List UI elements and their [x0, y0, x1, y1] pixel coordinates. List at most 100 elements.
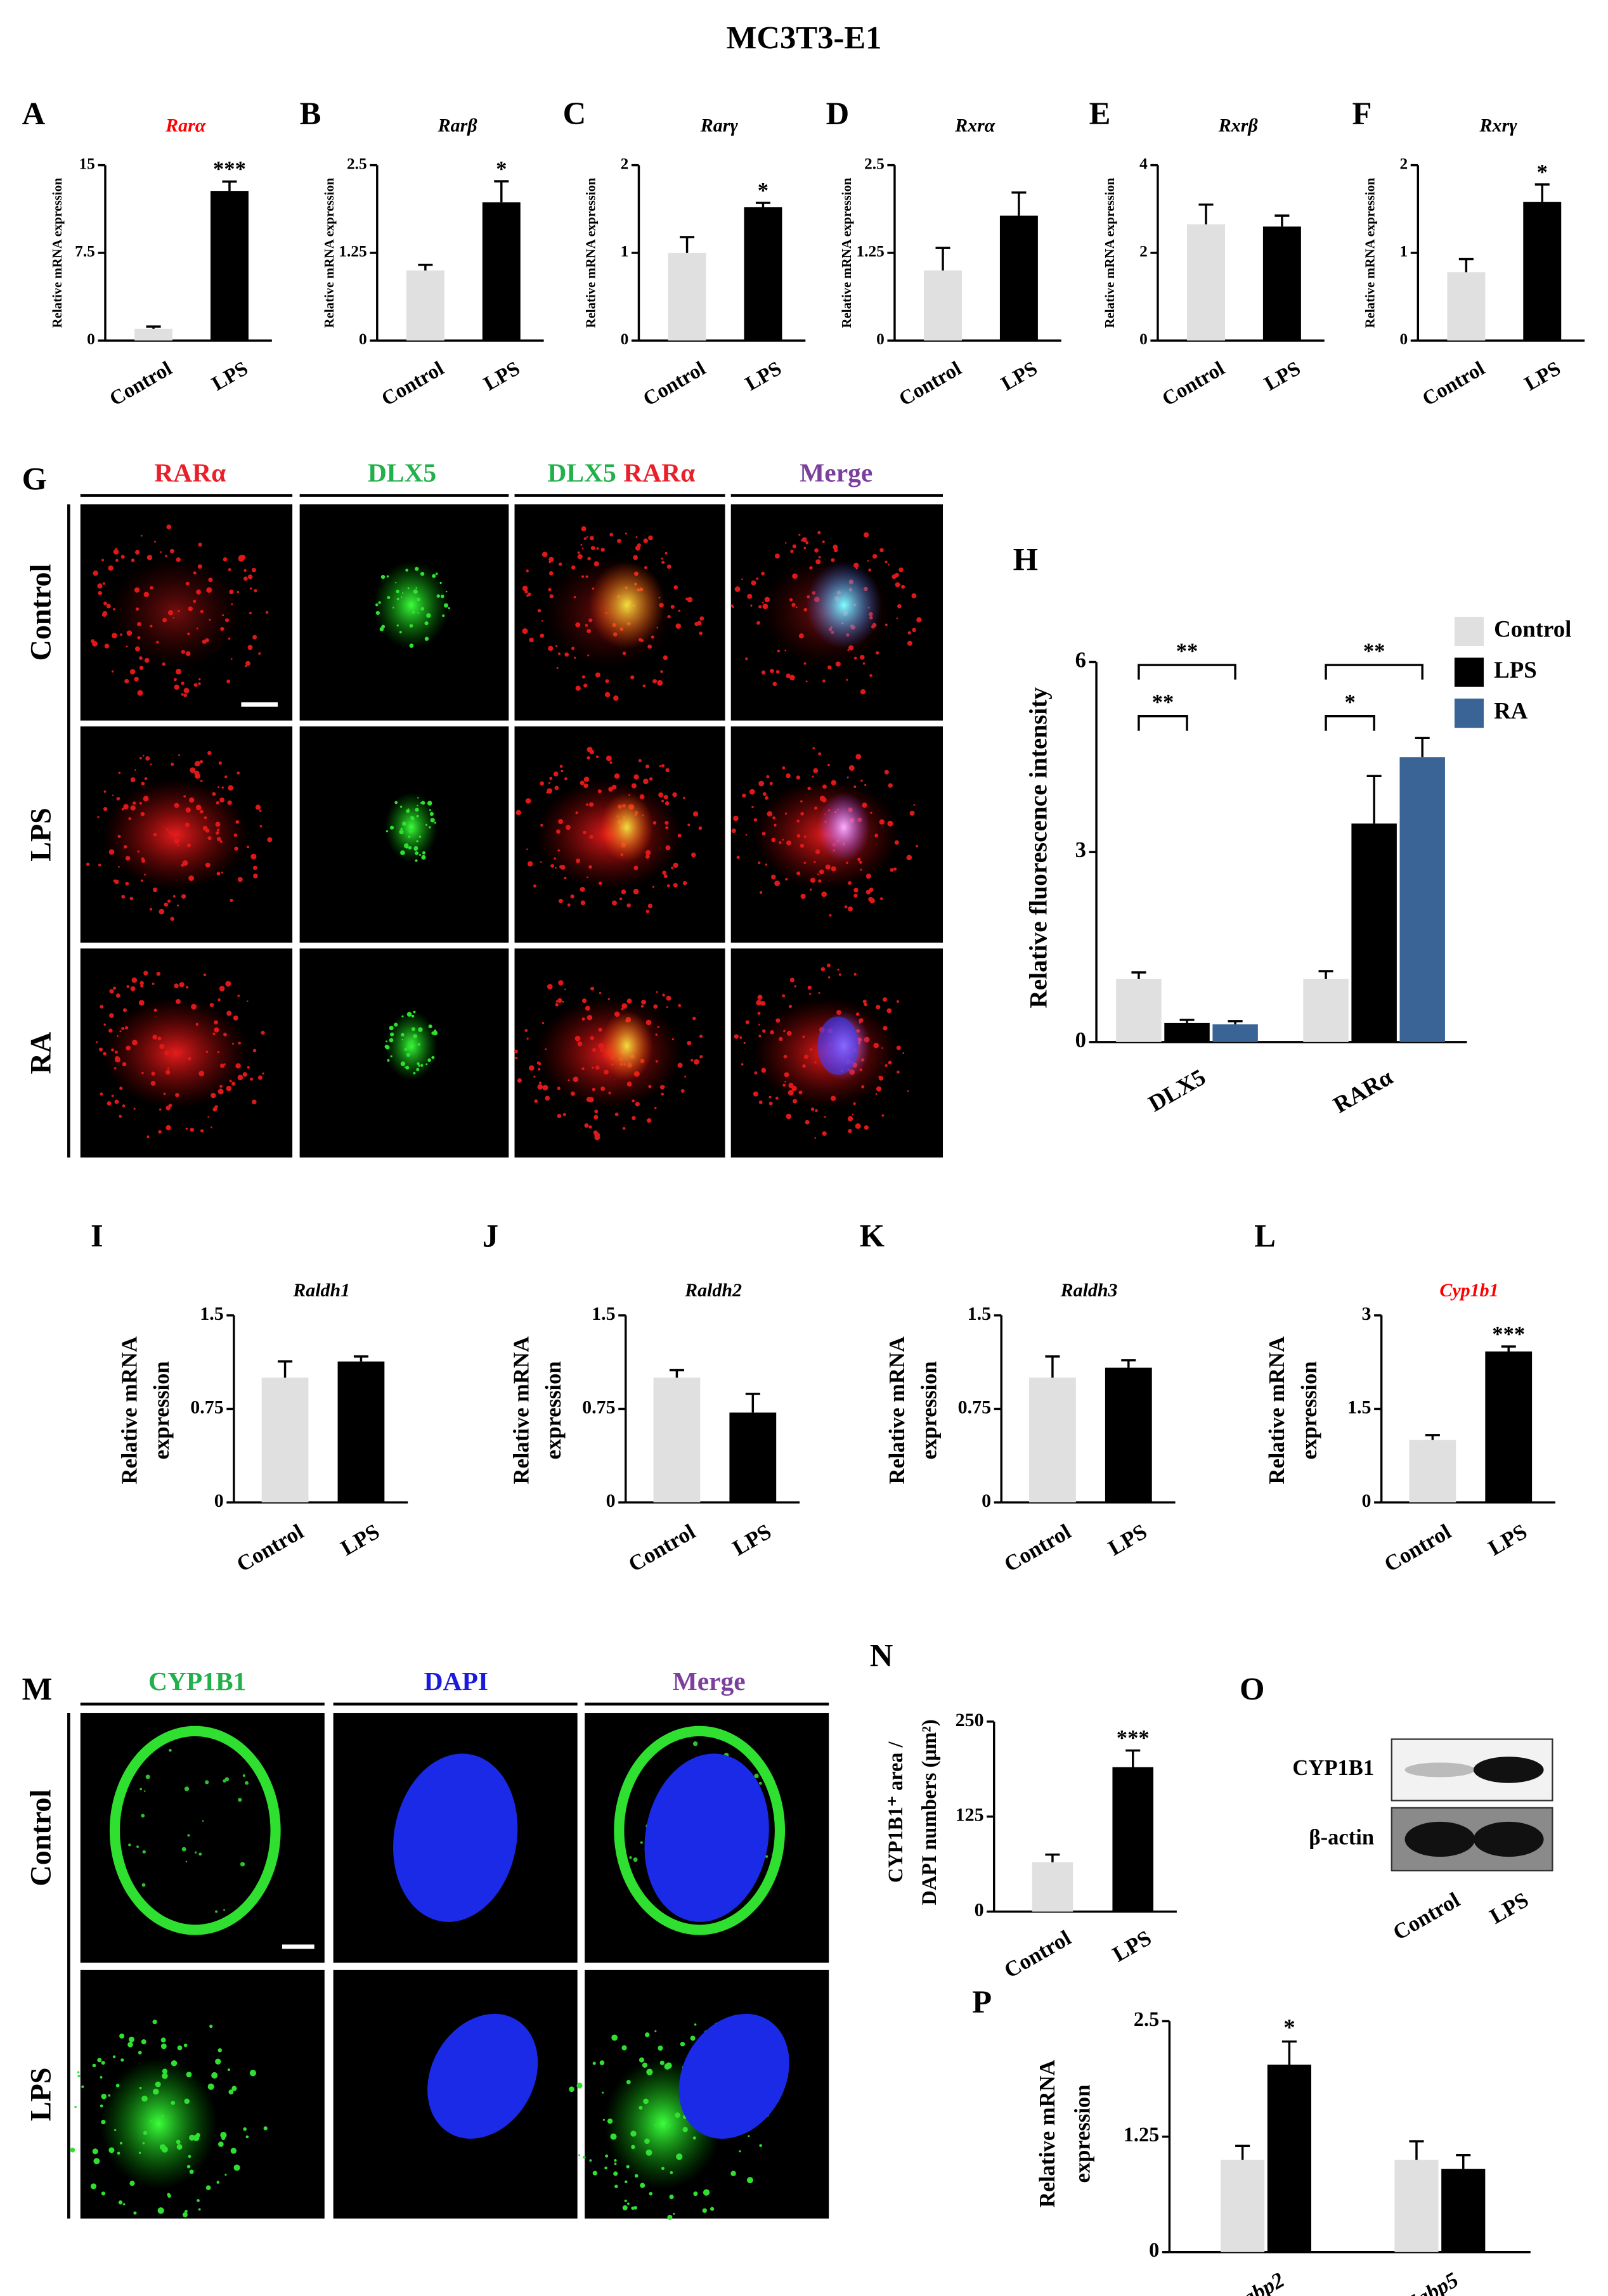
- speckle: [195, 1851, 197, 1854]
- speckle: [198, 1852, 202, 1856]
- y-axis-label: CYP1B1⁺ area /: [884, 1741, 907, 1883]
- speckle: [166, 524, 172, 530]
- speckle: [762, 1029, 766, 1033]
- speckle: [614, 1113, 619, 1116]
- speckle: [159, 908, 165, 915]
- bar: [1221, 2160, 1265, 2252]
- speckle: [595, 755, 599, 759]
- speckle: [644, 2032, 650, 2037]
- speckle: [185, 807, 191, 813]
- speckle: [204, 816, 207, 820]
- speckle: [815, 559, 821, 565]
- speckle: [589, 749, 595, 755]
- speckle: [113, 608, 116, 611]
- speckle: [145, 756, 150, 761]
- speckle: [626, 2080, 631, 2084]
- speckle: [638, 759, 642, 763]
- speckle: [847, 1116, 853, 1121]
- speckle: [205, 862, 211, 868]
- micrograph: [80, 504, 293, 721]
- speckle: [540, 781, 545, 786]
- speckle: [640, 2183, 645, 2188]
- speckle: [216, 801, 219, 805]
- speckle: [206, 589, 209, 592]
- speckle: [796, 819, 800, 823]
- error-bar: [1011, 191, 1027, 216]
- speckle: [159, 2144, 166, 2150]
- speckle: [102, 582, 106, 585]
- micrograph: [299, 726, 509, 943]
- speckle: [902, 1052, 905, 1054]
- speckle: [115, 993, 120, 998]
- bar: [653, 1377, 701, 1503]
- speckle: [545, 1095, 550, 1101]
- speckle: [554, 857, 556, 860]
- bar: [1523, 202, 1562, 341]
- micrograph: [730, 948, 943, 1158]
- speckle: [122, 1104, 126, 1107]
- speckle: [104, 643, 110, 648]
- y-tick-label: 0: [606, 1490, 616, 1511]
- speckle: [792, 573, 798, 579]
- error-bar: [1425, 1434, 1440, 1440]
- speckle: [571, 565, 576, 570]
- speckle: [126, 630, 133, 636]
- error-bar: [1179, 1019, 1195, 1023]
- speckle: [406, 1052, 411, 1057]
- speckle: [741, 1063, 744, 1066]
- speckle: [625, 532, 627, 535]
- speckle: [862, 999, 867, 1003]
- speckle: [432, 1030, 438, 1036]
- speckle: [153, 1009, 157, 1012]
- speckle: [694, 2023, 697, 2026]
- y-axis-label: Relative mRNA: [117, 1336, 141, 1484]
- speckle: [785, 878, 788, 880]
- speckle: [562, 1113, 566, 1116]
- speckle: [448, 607, 450, 610]
- speckle: [98, 863, 101, 867]
- speckle: [588, 1125, 592, 1129]
- speckle: [862, 662, 866, 665]
- speckle: [670, 605, 675, 609]
- speckle: [533, 1075, 536, 1078]
- speckle: [586, 803, 589, 806]
- speckle: [911, 593, 917, 598]
- speckle: [401, 1015, 404, 1017]
- speckle: [221, 2136, 226, 2141]
- speckle: [577, 551, 580, 554]
- speckle: [758, 1035, 762, 1038]
- bar: [406, 270, 444, 341]
- bar: [1267, 2064, 1311, 2252]
- speckle: [170, 917, 174, 921]
- speckle: [693, 2191, 698, 2196]
- speckle: [417, 612, 420, 614]
- speckle: [666, 884, 670, 887]
- speckle: [827, 665, 832, 670]
- speckle: [547, 788, 552, 794]
- speckle: [129, 669, 136, 674]
- speckle: [533, 884, 536, 888]
- speckle: [825, 864, 831, 870]
- speckle: [205, 829, 210, 833]
- speckle: [429, 811, 434, 816]
- speckle: [200, 609, 204, 614]
- speckle: [164, 1050, 169, 1055]
- speckle: [188, 1057, 191, 1061]
- speckle: [142, 754, 145, 757]
- speckle: [788, 1090, 794, 1096]
- speckle: [111, 1094, 114, 1097]
- speckle: [144, 657, 150, 663]
- comparison-bracket: [1325, 715, 1375, 731]
- y-tick-label: 0: [1139, 330, 1148, 348]
- speckle: [640, 1005, 644, 1008]
- speckle: [536, 1061, 540, 1065]
- nucleus: [427, 2013, 538, 2139]
- speckle: [103, 1052, 107, 1055]
- speckle: [774, 553, 780, 559]
- speckle: [114, 2129, 117, 2131]
- speckle: [216, 2181, 220, 2184]
- micrograph: [730, 726, 943, 943]
- speckle: [103, 790, 107, 793]
- speckle: [775, 669, 780, 674]
- speckle: [226, 679, 231, 683]
